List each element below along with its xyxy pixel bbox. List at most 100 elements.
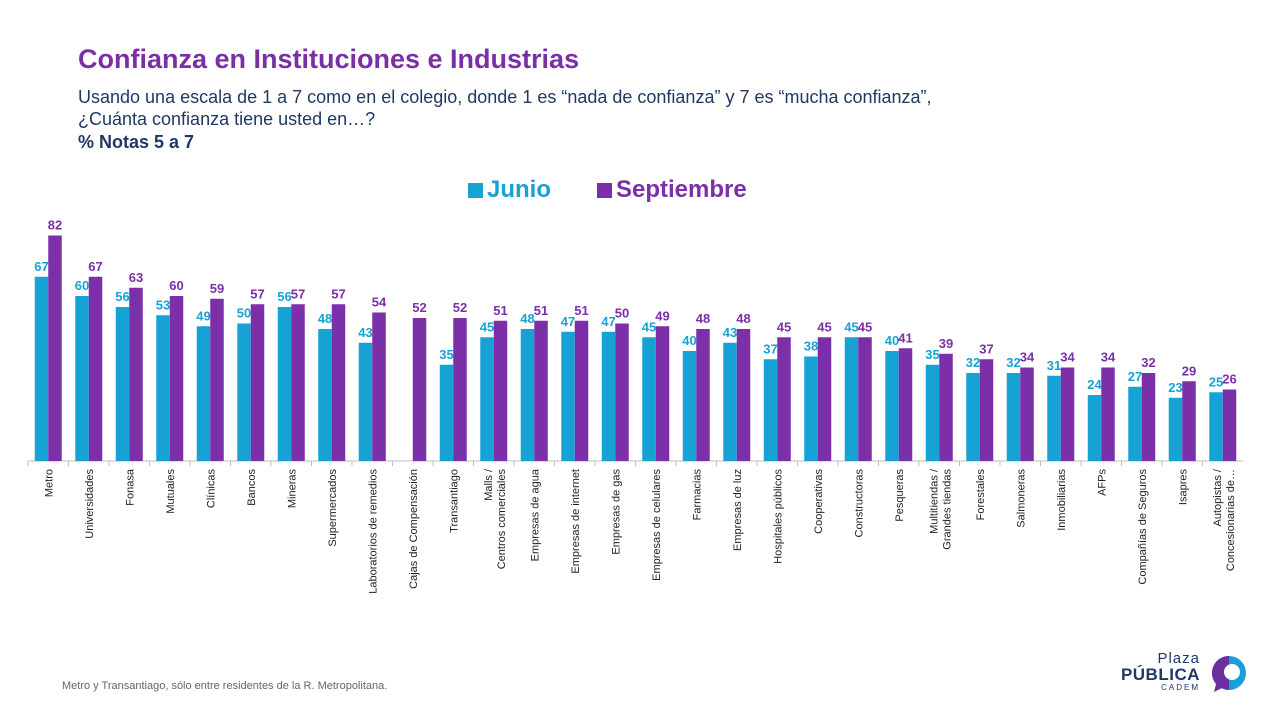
data-label-septiembre: 51 [493, 303, 507, 318]
bar-septiembre [210, 298, 224, 461]
bar-junio [966, 373, 980, 461]
bar-junio [844, 337, 859, 461]
logo-line-publica: PÚBLICA [1120, 665, 1200, 684]
data-label-septiembre: 82 [48, 218, 62, 233]
legend-swatch-septiembre [597, 182, 612, 198]
data-label-junio: 40 [682, 333, 696, 348]
data-label-septiembre: 32 [1141, 355, 1155, 370]
bar-junio [804, 356, 818, 461]
chart-title: Confianza en Instituciones e Industrias [78, 44, 580, 74]
bar-junio [561, 331, 575, 461]
category-label: AFPs [1096, 469, 1108, 496]
category-label: Clínicas [205, 469, 217, 509]
category-label: Cooperativas [813, 469, 825, 534]
bar-septiembre [615, 323, 629, 461]
data-label-junio: 35 [925, 347, 939, 362]
data-label-junio: 49 [196, 308, 210, 323]
category-label: Compañías de Seguros [1137, 469, 1149, 585]
data-label-junio: 56 [277, 289, 291, 304]
data-label-junio: 35 [439, 347, 453, 362]
category-label: Empresas de agua [529, 468, 541, 561]
data-label-junio: 45 [642, 319, 656, 334]
data-label-septiembre: 60 [169, 278, 183, 293]
data-label-septiembre: 45 [858, 319, 872, 334]
data-label-junio: 48 [520, 311, 534, 326]
bar-septiembre [331, 304, 346, 461]
category-label: Empresas de luz [732, 469, 744, 551]
data-label-junio: 47 [601, 314, 615, 329]
category-label: Cajas de Compensación [408, 469, 420, 589]
bar-junio [156, 315, 170, 461]
data-label-septiembre: 63 [129, 270, 143, 285]
bar-junio [723, 342, 737, 461]
category-label: Empresas de celulares [651, 469, 663, 581]
data-label-junio: 50 [237, 306, 251, 321]
category-label: Autopistas /Concesionarias de… [1212, 468, 1237, 571]
bar-junio [1047, 375, 1061, 461]
bar-septiembre [1101, 367, 1115, 461]
subtitle-line-2: ¿Cuánta confianza tiene usted en…? [78, 109, 376, 129]
bar-septiembre [817, 337, 832, 461]
category-label: Pesqueras [894, 469, 906, 522]
logo-bubble-icon [1211, 655, 1246, 692]
bar-junio [885, 351, 899, 461]
data-label-septiembre: 50 [615, 306, 629, 321]
legend-label-junio: Junio [487, 176, 551, 203]
data-label-septiembre: 34 [1101, 350, 1116, 365]
category-label: Hospitales públicos [772, 469, 784, 564]
bar-junio [925, 364, 940, 461]
bar-septiembre [88, 276, 103, 461]
data-label-septiembre: 45 [777, 319, 791, 334]
bar-septiembre [372, 312, 386, 461]
bar-septiembre [777, 337, 791, 461]
bar-junio [1006, 373, 1021, 461]
data-label-junio: 32 [1006, 355, 1020, 370]
bar-septiembre [696, 329, 710, 461]
data-label-septiembre: 37 [979, 341, 993, 356]
data-label-junio: 45 [480, 319, 494, 334]
plaza-publica-logo: Plaza PÚBLICA CADEM [1120, 650, 1250, 696]
bar-junio [237, 323, 251, 461]
data-label-septiembre: 52 [453, 300, 467, 315]
bar-septiembre [1141, 373, 1156, 461]
data-label-septiembre: 26 [1222, 372, 1236, 387]
data-label-septiembre: 57 [331, 286, 345, 301]
category-label: Fonasa [124, 468, 136, 506]
bar-junio [1209, 392, 1223, 461]
data-label-septiembre: 57 [250, 286, 264, 301]
data-label-septiembre: 41 [898, 330, 912, 345]
category-label: Metro [43, 469, 55, 497]
bar-septiembre [1182, 381, 1196, 461]
data-label-junio: 32 [966, 355, 980, 370]
data-label-junio: 48 [318, 311, 332, 326]
legend-item-septiembre: Septiembre [597, 176, 747, 204]
bar-septiembre [412, 318, 427, 461]
category-label: Inmobiliarias [1056, 469, 1068, 531]
bar-junio [196, 326, 211, 461]
legend-swatch-junio [468, 182, 483, 198]
bar-septiembre [1222, 389, 1237, 461]
data-label-junio: 43 [358, 325, 372, 340]
bar-junio [682, 351, 697, 461]
category-label: Mineras [286, 469, 298, 509]
data-label-junio: 31 [1047, 358, 1061, 373]
data-label-septiembre: 29 [1182, 363, 1196, 378]
data-label-junio: 45 [844, 319, 858, 334]
bar-septiembre [534, 320, 548, 461]
data-label-junio: 56 [115, 289, 129, 304]
data-label-junio: 23 [1168, 380, 1182, 395]
bar-junio [601, 331, 616, 461]
bar-septiembre [979, 359, 994, 461]
category-label: Bancos [246, 469, 258, 506]
bar-septiembre [129, 287, 143, 461]
category-label: Empresas de internet [570, 469, 582, 574]
chart-note: % Notas 5 a 7 [78, 132, 195, 152]
bar-septiembre [291, 304, 305, 461]
bar-septiembre [1060, 367, 1075, 461]
category-label: Laboratorios de remedios [367, 469, 379, 594]
bar-junio [115, 307, 130, 461]
data-label-junio: 40 [885, 333, 899, 348]
data-label-septiembre: 57 [291, 286, 305, 301]
data-label-septiembre: 52 [412, 300, 426, 315]
footnote: Metro y Transantiago, sólo entre residen… [62, 680, 388, 692]
